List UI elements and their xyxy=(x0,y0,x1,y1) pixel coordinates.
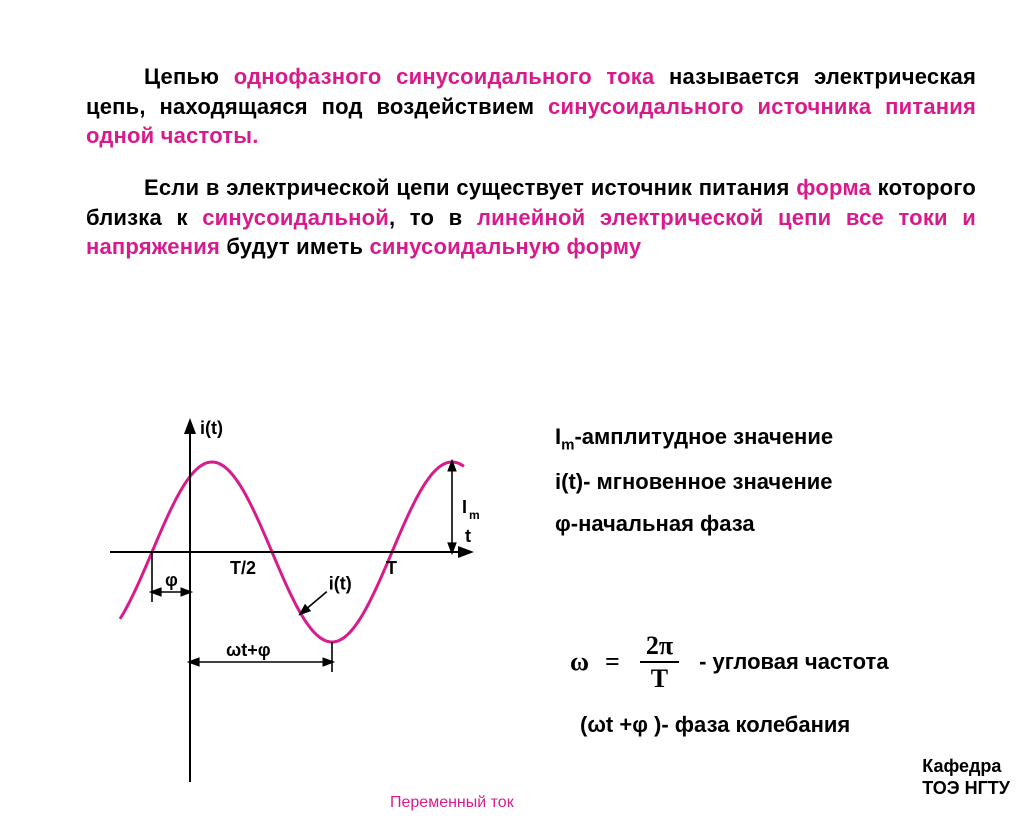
fraction: 2π T xyxy=(640,632,679,693)
sine-chart: i(t) tIm φ T/2 Tωt+φ i(t) xyxy=(70,412,490,792)
legend: Im-амплитудное значение i(t)- мгновенное… xyxy=(555,424,975,553)
omega-symbol: ω xyxy=(570,647,589,677)
p2-seg8: синусоидальную форму xyxy=(369,234,641,259)
formula-desc: - угловая частота xyxy=(699,649,888,675)
paragraph-1: Цепью однофазного синусоидального тока н… xyxy=(86,62,976,151)
svg-text:i(t): i(t) xyxy=(200,418,223,438)
footer-title: Переменный ток xyxy=(390,794,514,812)
footer-dept: Кафедра ТОЭ НГТУ xyxy=(922,756,1010,799)
legend-phase: φ-начальная фаза xyxy=(555,511,975,537)
svg-text:T/2: T/2 xyxy=(230,558,256,578)
p1-seg2: однофазного синусоидального тока xyxy=(234,64,655,89)
footer-dept-2: ТОЭ НГТУ xyxy=(922,778,1010,800)
svg-text:T: T xyxy=(386,558,397,578)
p2-seg1: Если в электрической цепи существует ист… xyxy=(144,175,790,200)
p2-seg5: , то в xyxy=(389,205,462,230)
paragraph-2: Если в электрической цепи существует ист… xyxy=(86,173,976,262)
p2-seg7: будут иметь xyxy=(226,234,363,259)
svg-text:ωt+φ: ωt+φ xyxy=(226,640,271,660)
phase-oscillation: (ωt +φ )- фаза колебания xyxy=(580,712,850,738)
equals-sign: = xyxy=(605,647,620,677)
fraction-numerator: 2π xyxy=(640,632,679,663)
svg-text:t: t xyxy=(465,526,471,546)
legend-Im-post: -амплитудное значение xyxy=(574,424,833,449)
fraction-denominator: T xyxy=(651,663,668,692)
p2-seg4: синусоидальной xyxy=(202,205,389,230)
svg-text:i(t): i(t) xyxy=(329,574,352,594)
angular-frequency-formula: ω = 2π T - угловая частота xyxy=(570,632,889,693)
p1-seg1: Цепью xyxy=(144,64,219,89)
legend-instant: i(t)- мгновенное значение xyxy=(555,469,975,495)
svg-text:m: m xyxy=(469,508,480,522)
legend-amplitude: Im-амплитудное значение xyxy=(555,424,975,453)
svg-text:I: I xyxy=(462,497,467,517)
p2-seg2: форма xyxy=(796,175,871,200)
svg-text:φ: φ xyxy=(165,570,178,590)
legend-Im-sub: m xyxy=(561,436,574,453)
